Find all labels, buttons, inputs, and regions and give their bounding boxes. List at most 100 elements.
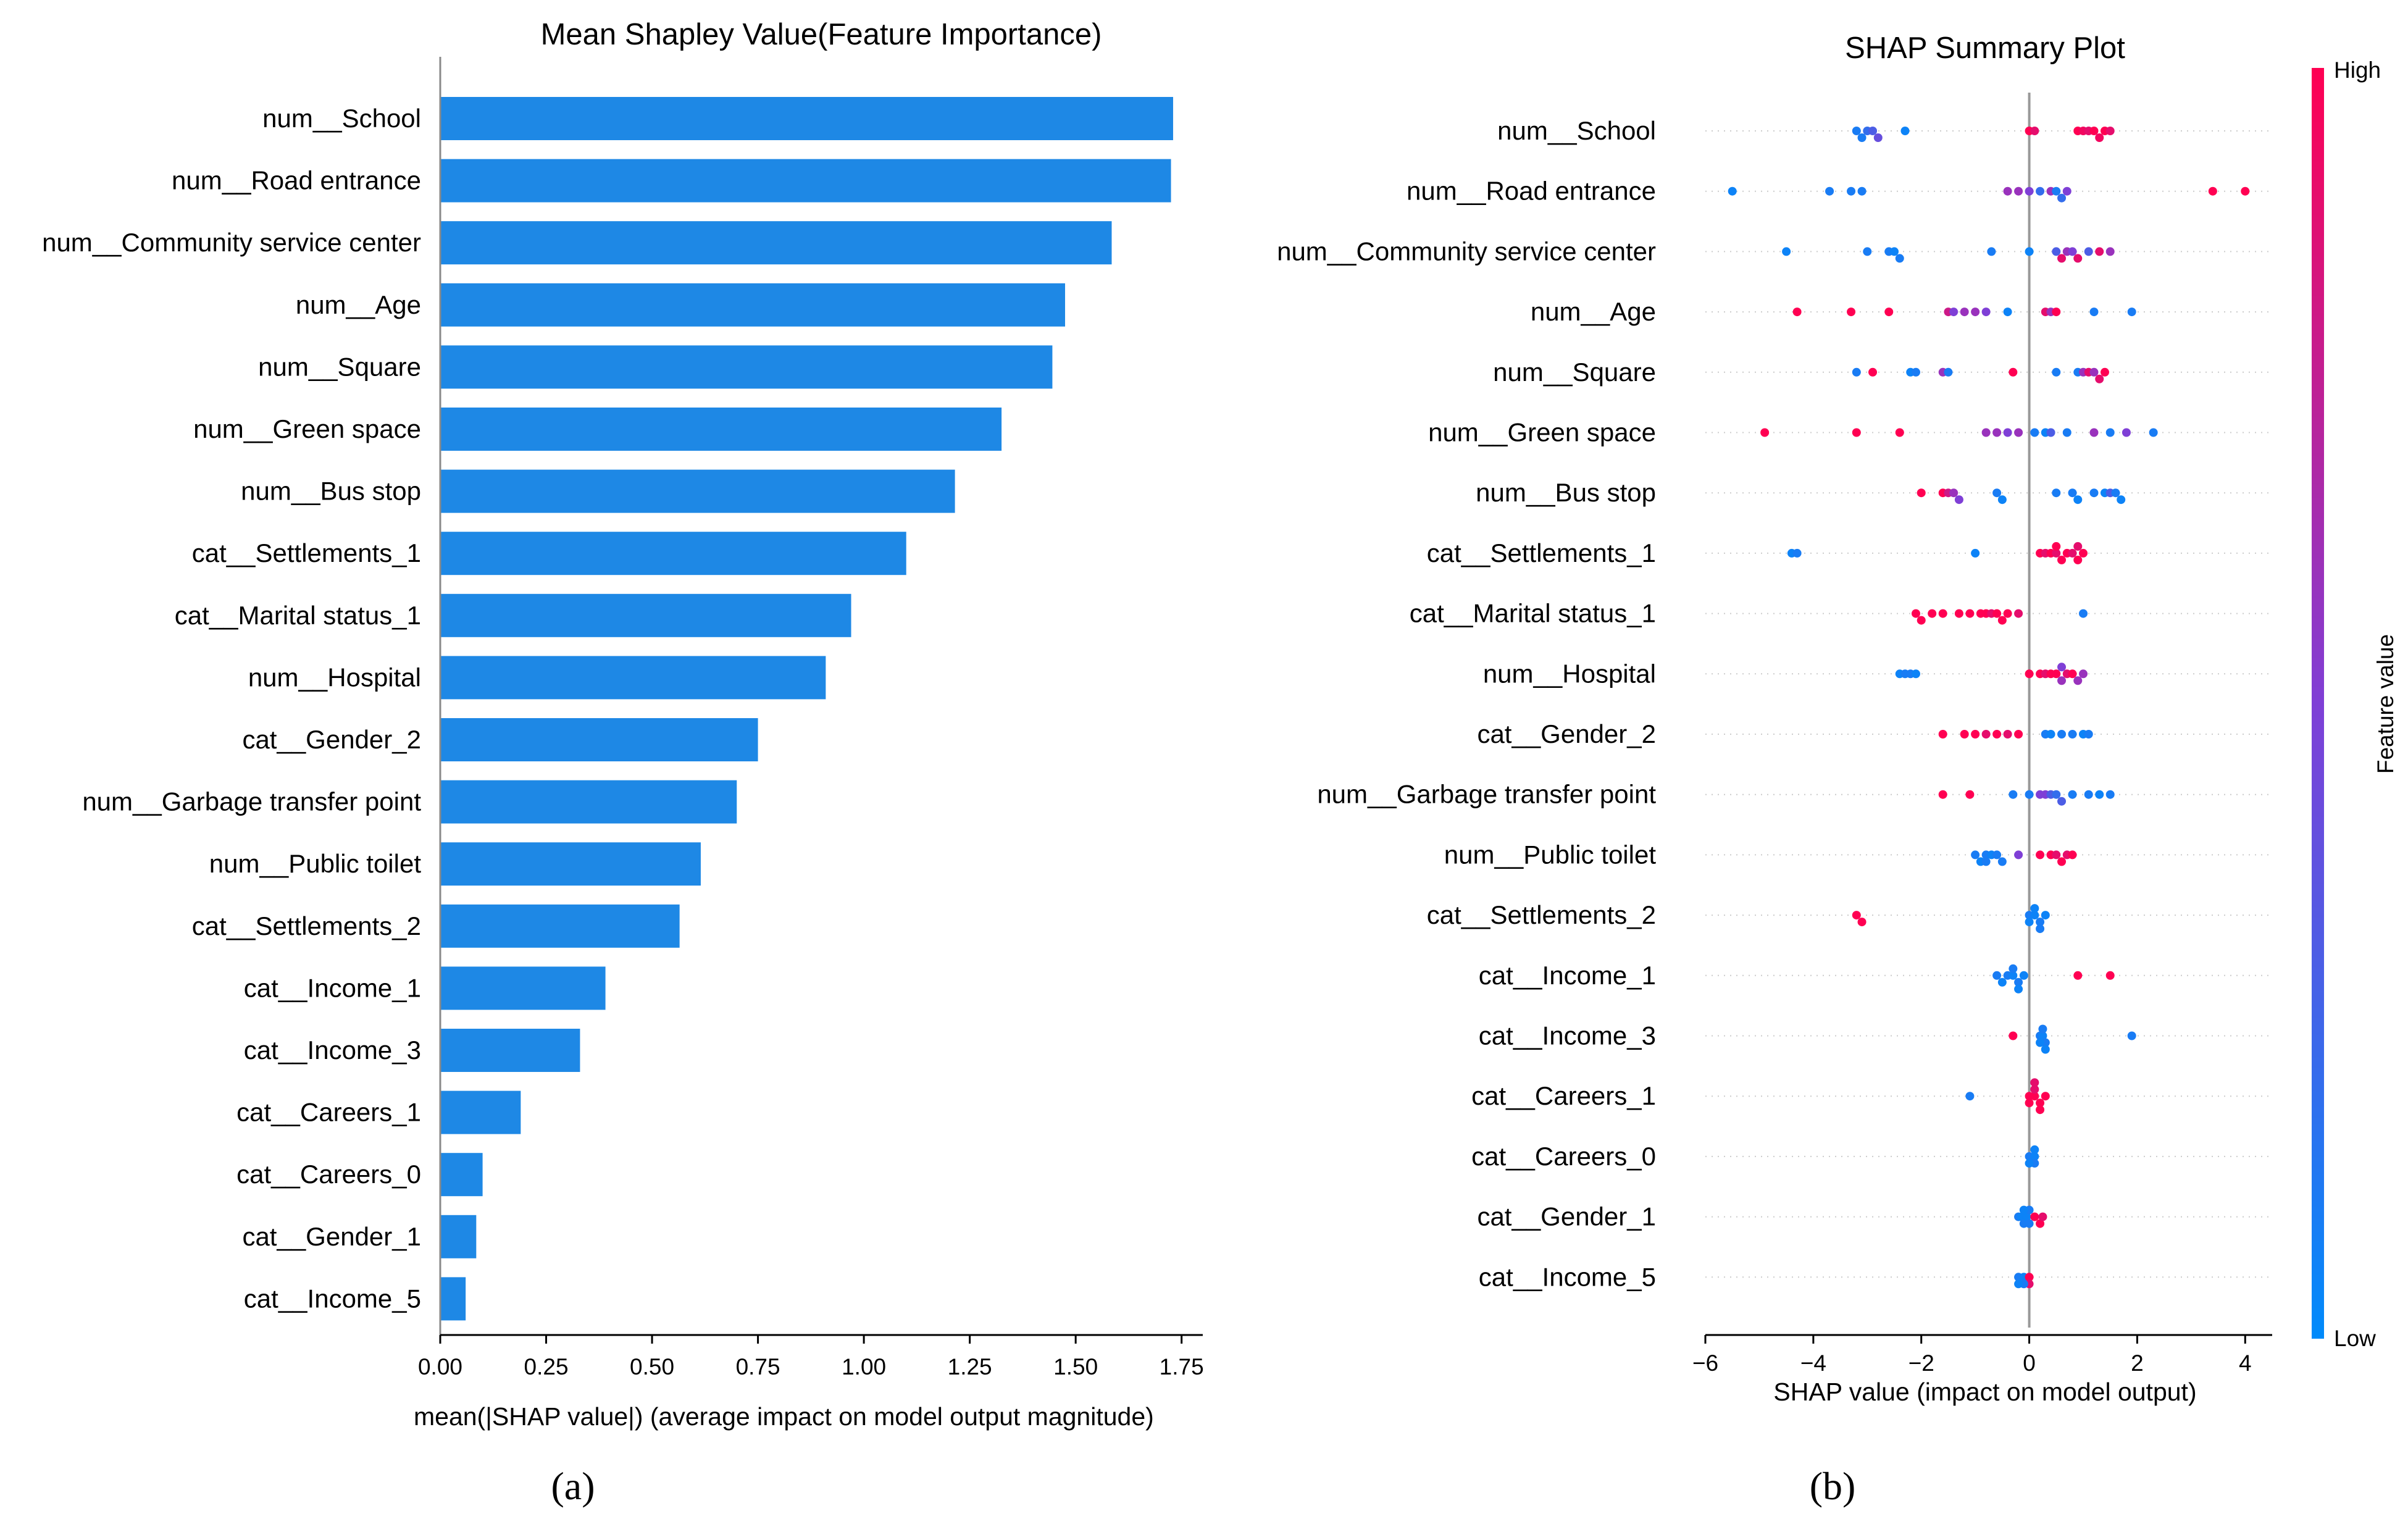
- bar-x-tick-label: 0.25: [524, 1354, 569, 1379]
- shap-point: [2089, 488, 2099, 498]
- shap-point: [1954, 609, 1963, 618]
- shap-point: [1949, 308, 1959, 317]
- shap-point: [1911, 367, 1920, 377]
- bar-x-tick-label: 1.00: [842, 1354, 886, 1379]
- shap-category-label: cat__Settlements_2: [1427, 900, 1656, 929]
- bar-5: [440, 408, 1002, 451]
- shap-point: [2127, 308, 2136, 317]
- shap-point: [1928, 609, 1937, 618]
- bar-14: [440, 966, 606, 1010]
- shap-point: [2127, 1031, 2136, 1040]
- shap-point: [1965, 609, 1975, 618]
- shap-point: [2009, 971, 2018, 980]
- shap-point: [1895, 254, 1904, 263]
- shap-point: [1992, 730, 2002, 739]
- shap-point: [1917, 616, 1926, 625]
- shap-point: [2052, 367, 2061, 377]
- shap-point: [2038, 1031, 2047, 1040]
- shap-point: [2030, 1092, 2039, 1101]
- shap-point: [2068, 247, 2077, 256]
- shap-point: [2057, 730, 2067, 739]
- bar-x-axis-label: mean(|SHAP value|) (average impact on mo…: [414, 1402, 1154, 1431]
- bar-3: [440, 283, 1066, 327]
- bar-chart-panel: Mean Shapley Value(Feature Importance) n…: [42, 18, 1204, 1508]
- shap-category-label: cat__Marital status_1: [1410, 599, 1656, 628]
- shap-point: [2100, 367, 2109, 377]
- shap-point: [1965, 1092, 1975, 1101]
- shap-point: [2089, 127, 2099, 135]
- bar-category-label: num__Green space: [193, 414, 421, 443]
- bar-x-tick-label: 0.75: [736, 1354, 780, 1379]
- bar-0: [440, 97, 1173, 140]
- shap-point: [1884, 308, 1894, 317]
- shap-point: [1944, 367, 1953, 377]
- bar-category-label: num__Road entrance: [172, 166, 421, 195]
- shap-x-tick-label: 2: [2131, 1350, 2144, 1376]
- shap-category-label: num__Garbage transfer point: [1317, 780, 1656, 809]
- shap-point: [2105, 247, 2115, 256]
- shap-point: [1825, 186, 1834, 196]
- shap-point: [1852, 367, 1861, 377]
- shap-point: [1847, 186, 1856, 196]
- shap-point: [1992, 850, 2002, 860]
- shap-point: [2057, 555, 2067, 564]
- shap-point: [2036, 1038, 2045, 1047]
- bar-16: [440, 1090, 521, 1134]
- shap-point: [1960, 730, 1969, 739]
- shap-point: [2068, 790, 2077, 799]
- shap-point: [2062, 428, 2071, 437]
- shap-point: [2025, 186, 2034, 196]
- shap-point: [2009, 964, 2018, 973]
- shap-point: [2105, 428, 2115, 437]
- shap-point: [1847, 308, 1856, 317]
- shap-point: [1782, 247, 1791, 256]
- shap-point: [2062, 186, 2071, 196]
- shap-point: [2057, 193, 2067, 203]
- shap-category-label: cat__Income_3: [1479, 1021, 1656, 1050]
- shap-point: [2089, 367, 2099, 377]
- shap-point: [2030, 1152, 2039, 1161]
- bar-15: [440, 1029, 580, 1072]
- shap-point: [2009, 367, 2018, 377]
- shap-point: [2073, 495, 2083, 504]
- shap-point: [1890, 247, 1899, 256]
- shap-point: [2105, 127, 2115, 135]
- bar-category-labels: num__School num__Road entrance num__Commun…: [42, 104, 421, 1313]
- shap-point: [2095, 247, 2104, 256]
- shap-point: [2052, 669, 2061, 679]
- shap-x-tick-label: −2: [1908, 1350, 1934, 1376]
- shap-point: [2025, 1158, 2034, 1168]
- bar-18: [440, 1215, 477, 1258]
- shap-category-label: num__Square: [1493, 358, 1656, 387]
- shap-point: [2030, 911, 2039, 920]
- shap-category-label: cat__Careers_0: [1471, 1142, 1656, 1171]
- shap-point: [2041, 911, 2050, 920]
- shap-point: [2046, 428, 2055, 437]
- bar-category-label: num__Square: [258, 352, 421, 381]
- bar-7: [440, 532, 906, 575]
- bar-x-tick-label: 0.50: [630, 1354, 674, 1379]
- shap-point: [2036, 924, 2045, 934]
- shap-point: [1938, 730, 1947, 739]
- shap-point: [2084, 730, 2093, 739]
- shap-point: [2014, 850, 2023, 860]
- shap-point: [2014, 977, 2023, 987]
- shap-category-label: cat__Gender_1: [1477, 1202, 1656, 1231]
- bar-10: [440, 718, 758, 761]
- shap-point: [2073, 555, 2083, 564]
- shap-point: [2052, 542, 2061, 551]
- shap-point: [2095, 790, 2104, 799]
- shap-category-label: num__Community service center: [1277, 236, 1656, 266]
- colorbar-gradient: [2312, 68, 2324, 1339]
- bar-category-label: cat__Settlements_2: [192, 911, 421, 940]
- bar-category-label: cat__Settlements_1: [192, 538, 421, 567]
- shap-point: [2079, 548, 2088, 558]
- bar-11: [440, 780, 737, 824]
- bar-category-label: cat__Careers_1: [236, 1098, 421, 1127]
- shap-point: [1900, 127, 1910, 135]
- shap-point: [2030, 904, 2039, 913]
- shap-point: [1971, 850, 1980, 860]
- shap-point: [2105, 790, 2115, 799]
- shap-x-ticks: −6 −4 −2 0 2 4: [1692, 1335, 2252, 1376]
